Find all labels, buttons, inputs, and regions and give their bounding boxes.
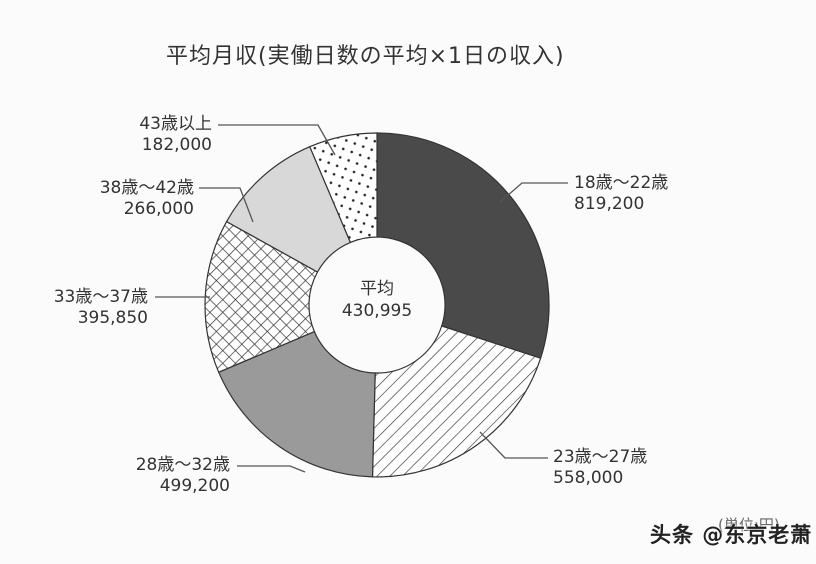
label-43-plus: 43歳以上 182,000 — [139, 114, 212, 156]
label-name: 28歳〜32歳 — [135, 455, 230, 475]
label-18-22: 18歳〜22歳 819,200 — [574, 173, 668, 215]
chart-title: 平均月収(実働日数の平均×1日の収入) — [166, 44, 565, 69]
label-value: 182,000 — [141, 135, 212, 155]
label-value: 266,000 — [123, 199, 194, 219]
label-name: 33歳〜37歳 — [53, 287, 148, 307]
segment-23-27 — [371, 325, 542, 478]
label-name: 18歳〜22歳 — [574, 173, 669, 193]
center-label: 平均 430,995 — [317, 278, 437, 322]
label-value: 395,850 — [77, 308, 148, 328]
unit-note: (単位:円) — [718, 516, 780, 534]
label-38-42: 38歳〜42歳 266,000 — [100, 178, 194, 220]
segment-33-37 — [204, 220, 319, 373]
label-23-27: 23歳〜27歳 558,000 — [553, 447, 647, 489]
center-title: 平均 — [360, 279, 394, 299]
leader-lines — [155, 124, 568, 473]
segment-18-22 — [376, 132, 550, 359]
label-33-37: 33歳〜37歳 395,850 — [54, 287, 148, 329]
label-value: 499,200 — [159, 476, 230, 496]
segment-28-32 — [217, 330, 376, 478]
label-name: 23歳〜27歳 — [553, 447, 648, 467]
watermark: 头条 @东京老萧 — [650, 523, 813, 547]
label-value: 819,200 — [574, 194, 645, 214]
label-value: 558,000 — [553, 468, 624, 488]
label-name: 43歳以上 — [139, 114, 212, 134]
label-28-32: 28歳〜32歳 499,200 — [136, 455, 230, 497]
center-value: 430,995 — [341, 301, 413, 321]
label-name: 38歳〜42歳 — [99, 178, 194, 198]
